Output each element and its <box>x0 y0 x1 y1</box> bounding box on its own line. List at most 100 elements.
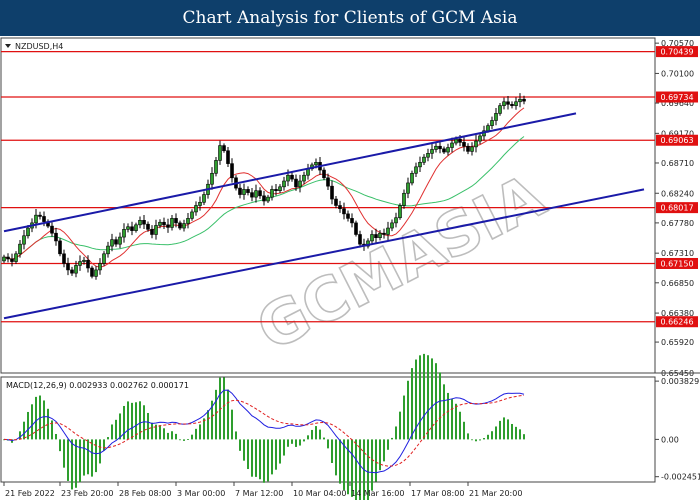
level-label-box <box>656 316 698 328</box>
macd-histogram-bar <box>175 433 177 440</box>
macd-line <box>3 389 525 474</box>
macd-histogram-bar <box>27 411 29 440</box>
level-label: 0.67150 <box>660 259 693 268</box>
macd-histogram-bar <box>423 353 425 440</box>
symbol-label-group: NZDUSD,H4 <box>5 42 63 51</box>
macd-histogram-bar <box>507 419 509 440</box>
candle <box>466 143 470 155</box>
candle <box>370 230 374 245</box>
candle <box>366 238 370 249</box>
candle <box>470 142 474 156</box>
macd-histogram-bar <box>19 431 21 440</box>
macd-histogram-bar <box>391 437 393 440</box>
macd-histogram-bar <box>403 395 405 440</box>
time-tick-label: 14 Mar 16:00 <box>351 489 404 498</box>
candle <box>462 136 466 152</box>
price-tick-label: 0.68710 <box>661 159 694 168</box>
candle <box>518 93 522 108</box>
candle <box>58 238 62 257</box>
macd-histogram-bar <box>383 439 385 462</box>
macd-histogram-bar <box>147 412 149 440</box>
price-tick-label: 0.67780 <box>661 219 694 228</box>
macd-lines <box>3 389 525 474</box>
time-tick-label: 28 Feb 08:00 <box>119 489 171 498</box>
candle <box>410 170 414 186</box>
macd-tick-label: 0.00 <box>661 435 679 444</box>
macd-histogram-bar <box>107 437 109 440</box>
macd-histogram-bar <box>155 424 157 440</box>
macd-histogram-bar <box>243 439 245 461</box>
candle <box>266 194 270 204</box>
macd-histogram-bar <box>199 424 201 440</box>
candle <box>378 230 382 241</box>
macd-histogram-bar <box>467 433 469 440</box>
macd-histogram-bar <box>515 426 517 440</box>
macd-histogram-bar <box>183 439 185 441</box>
fast-moving-average <box>3 107 525 268</box>
candle <box>298 174 302 193</box>
candle <box>6 253 10 263</box>
macd-histogram-bar <box>227 389 229 440</box>
candle <box>358 230 362 248</box>
candle <box>98 258 102 275</box>
macd-histogram-bar <box>395 426 397 440</box>
candle <box>38 211 42 220</box>
price-panel <box>0 37 656 374</box>
macd-histogram-bar <box>451 399 453 440</box>
macd-histogram-bar <box>495 426 497 440</box>
candle <box>2 254 6 263</box>
level-label: 0.68017 <box>660 204 693 213</box>
level-labels: 0.70439 0.69734 0.69063 0.68017 0.67150 0.662… <box>656 46 698 328</box>
price-tick-label: 0.65920 <box>661 338 694 347</box>
candle <box>62 249 66 268</box>
macd-histogram-bar <box>315 426 317 440</box>
time-tick-label: 3 Mar 00:00 <box>177 489 225 498</box>
candle <box>330 180 334 205</box>
candle <box>438 141 442 154</box>
candle <box>94 266 98 280</box>
macd-histogram-bar <box>111 424 113 440</box>
candles <box>2 93 526 280</box>
macd-histogram-bar <box>251 439 253 477</box>
macd-histogram-bar <box>299 439 301 446</box>
macd-histogram-bar <box>303 439 305 442</box>
trend-channel <box>3 112 645 320</box>
macd-histogram-bar <box>35 396 37 440</box>
macd-histogram-bar <box>455 403 457 440</box>
macd-histogram-bar <box>339 439 341 484</box>
macd-histogram-bar <box>23 421 25 440</box>
channel-lower-line <box>3 188 645 320</box>
macd-histogram-bar <box>119 413 121 440</box>
candle <box>446 143 450 156</box>
candle <box>14 251 18 264</box>
candle <box>166 218 170 233</box>
macd-tick-label: 0.003829 <box>661 377 699 386</box>
macd-histogram-bar <box>103 439 105 451</box>
signal-line <box>3 395 525 467</box>
candle <box>230 158 234 183</box>
candle <box>302 171 306 185</box>
level-label: 0.70439 <box>660 48 693 57</box>
candle <box>522 95 526 105</box>
macd-histogram-bar <box>263 439 265 483</box>
macd-histogram-bar <box>127 401 129 440</box>
macd-histogram-bar <box>187 439 189 440</box>
level-label: 0.69063 <box>660 136 693 145</box>
time-tick-label: 21 Mar 20:00 <box>469 489 522 498</box>
dropdown-triangle-icon[interactable] <box>5 44 11 48</box>
macd-histogram-bar <box>367 439 369 500</box>
candle <box>294 174 298 191</box>
candle <box>178 220 182 231</box>
price-tick-label: 0.66850 <box>661 279 694 288</box>
macd-histogram-bar <box>55 433 57 440</box>
candle <box>82 256 86 265</box>
macd-histogram-bar <box>99 439 101 464</box>
macd-histogram-bar <box>347 439 349 495</box>
macd-histogram-bar <box>343 439 345 490</box>
macd-histogram-bar <box>407 380 409 440</box>
macd-histogram-bar <box>171 431 173 440</box>
macd-histogram-bar <box>271 439 273 475</box>
candle <box>278 184 282 194</box>
macd-histogram-bar <box>411 368 413 440</box>
chart-title: Chart Analysis for Clients of GCM Asia <box>182 8 518 28</box>
